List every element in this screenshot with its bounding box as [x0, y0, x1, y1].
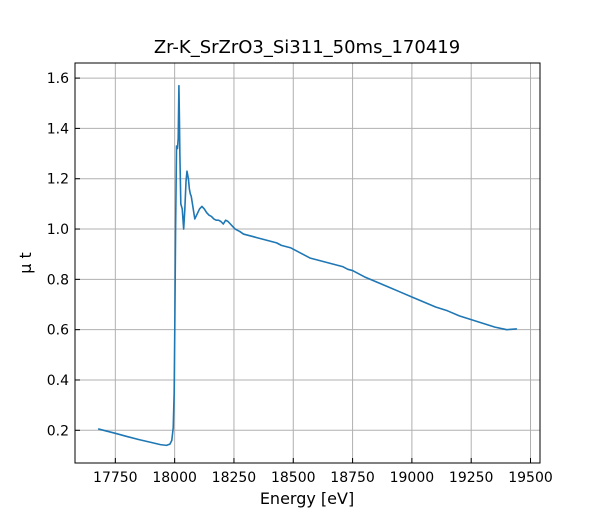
- x-tick-label-4: 18750: [330, 470, 375, 486]
- y-tick-label-2: 0.6: [47, 323, 69, 339]
- x-tick-label-3: 18500: [271, 470, 316, 486]
- x-tick-label-2: 18250: [212, 470, 257, 486]
- grid-lines: [75, 63, 540, 463]
- x-axis-label: Energy [eV]: [260, 489, 354, 508]
- chart-title: Zr-K_SrZrO3_Si311_50ms_170419: [154, 37, 460, 58]
- y-axis-ticks: 0.2 0.4 0.6 0.8 1.0 1.2 1.4 1.6: [47, 71, 80, 439]
- y-tick-label-1: 0.4: [47, 373, 69, 389]
- y-tick-label-3: 0.8: [47, 272, 69, 288]
- y-tick-label-4: 1.0: [47, 222, 69, 238]
- x-tick-label-0: 17750: [93, 470, 138, 486]
- x-tick-label-5: 19000: [390, 470, 435, 486]
- x-axis-ticks: 17750 18000 18250 18500 18750 19000 19250 19500: [93, 458, 553, 486]
- y-tick-label-7: 1.6: [47, 71, 69, 87]
- plot-area-frame: [74, 62, 541, 464]
- x-tick-label-7: 19500: [508, 470, 553, 486]
- y-tick-label-5: 1.2: [47, 172, 69, 188]
- x-tick-label-6: 19250: [449, 470, 494, 486]
- y-tick-label-0: 0.2: [47, 423, 69, 439]
- y-tick-label-6: 1.4: [47, 121, 69, 137]
- series-line: [97, 84, 518, 447]
- x-tick-label-1: 18000: [152, 470, 197, 486]
- y-axis-label: μ t: [16, 252, 35, 274]
